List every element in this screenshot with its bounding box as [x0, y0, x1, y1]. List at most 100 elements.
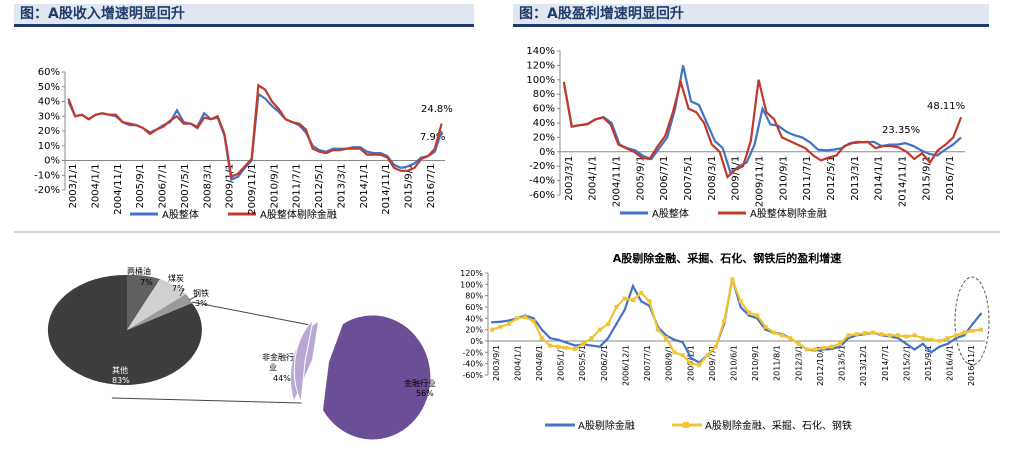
y-tick-label: 0% — [44, 156, 60, 167]
data-point — [937, 339, 942, 343]
legend2-item-0: A股整体 — [652, 207, 689, 220]
data-point — [954, 333, 959, 338]
data-point — [564, 345, 569, 350]
x-tick-label: 2014/7/1 — [881, 345, 890, 381]
pie-slice-oil — [127, 274, 160, 330]
data-point — [738, 299, 743, 304]
data-point — [896, 336, 900, 340]
x-tick-label: 2010/9/1 — [778, 156, 789, 201]
data-point — [713, 344, 718, 349]
y-tick-label: 40% — [533, 118, 555, 129]
y-tick-label: -20% — [34, 185, 60, 196]
data-point — [597, 327, 602, 332]
y-tick-label: 60% — [38, 67, 60, 78]
data-point — [838, 345, 842, 348]
data-point — [631, 284, 635, 288]
data-point — [639, 290, 644, 295]
data-point — [655, 327, 660, 332]
x-tick-label: 2013/3/1 — [850, 156, 861, 201]
pie-sector-chart — [47, 274, 311, 404]
chart5-title: A股剔除金融、采掘、石化、钢铁后的盈利增速 — [613, 251, 842, 265]
data-point — [589, 336, 594, 341]
x-tick-label: 2004/1/1 — [513, 345, 522, 381]
data-point — [565, 341, 568, 344]
data-point — [614, 305, 619, 309]
chart1-annotation-high: 24.8% — [421, 104, 453, 115]
data-point — [829, 344, 834, 349]
chart1-legend: A股整体 A股整体剔除金融 — [130, 208, 337, 221]
x-tick-label: 2009/11/1 — [247, 164, 258, 215]
data-point — [514, 316, 519, 321]
data-point — [680, 353, 685, 358]
x-tick-label: 2009/1/1 — [225, 164, 236, 209]
x-tick-label: 2014/1/1 — [874, 156, 885, 201]
y-tick-label: -40% — [529, 176, 555, 187]
data-point — [531, 319, 536, 324]
y-tick-label: 30% — [38, 111, 60, 122]
data-point — [978, 327, 983, 332]
data-point — [722, 319, 727, 324]
data-point — [862, 331, 867, 336]
data-point — [664, 336, 669, 341]
data-point — [640, 300, 643, 303]
data-point — [630, 298, 635, 303]
x-tick-label: 2009/7/1 — [708, 345, 717, 381]
data-point — [598, 345, 602, 348]
legend1-item-0: A股整体 — [162, 208, 199, 221]
data-point — [540, 328, 544, 331]
y-tick-label: 10% — [38, 141, 60, 152]
data-point — [647, 299, 652, 304]
chart2-legend: A股整体 A股整体剔除金融 — [620, 207, 827, 220]
data-point — [905, 342, 908, 346]
data-point — [896, 333, 901, 338]
data-point — [672, 350, 677, 355]
y-tick-label: -10% — [34, 170, 60, 181]
x-tick-label: 2008/9/1 — [665, 345, 674, 381]
y-tick-label: 60% — [465, 303, 483, 312]
data-point — [622, 296, 627, 301]
data-point — [912, 333, 917, 338]
x-tick-label: 2013/5/1 — [838, 345, 847, 381]
x-tick-label: 2006/12/1 — [621, 345, 630, 386]
data-point — [971, 322, 974, 326]
data-point — [963, 334, 966, 337]
data-point — [746, 310, 751, 315]
data-point — [681, 340, 684, 344]
chart-c1: 60% 50% 40% 30% 20% 10% 0% -10% -20% 2003/1/1 2004… — [34, 67, 445, 215]
data-point — [490, 321, 494, 324]
x-tick-label: 2016/4/1 — [946, 345, 955, 381]
x-tick-label: 2004/11/1 — [113, 164, 124, 215]
data-point — [697, 362, 702, 367]
x-tick-label: 2010/9/1 — [269, 164, 280, 209]
chart5-legend: A股剔除金融 A股剔除金融、采掘、石化、钢铁 — [545, 419, 852, 432]
x-tick-label: 2006/7/1 — [158, 164, 169, 209]
legend2-item-1: A股整体剔除金融 — [750, 207, 827, 220]
legend1-item-1: A股整体剔除金融 — [260, 208, 337, 221]
pie-slice-coal — [127, 279, 186, 330]
legend5-item-1: A股剔除金融、采掘、石化、钢铁 — [705, 419, 852, 432]
data-point — [929, 337, 934, 342]
data-point — [673, 338, 676, 342]
data-point — [838, 341, 843, 346]
pie-label-nonfin: 非金融行 — [262, 352, 294, 362]
y-tick-label: 20% — [38, 126, 60, 137]
data-point — [954, 336, 958, 340]
pie-label-nonfin2: 业 — [269, 362, 277, 372]
pie-label-fin-pct: 56% — [416, 389, 434, 398]
y-tick-label: 80% — [465, 292, 483, 301]
pie-label-coal: 煤炭 — [168, 273, 184, 283]
x-tick-label: 2004/11/1 — [612, 156, 623, 207]
x-tick-label: 2007/7/1 — [643, 345, 652, 381]
data-point — [499, 320, 502, 323]
data-point — [945, 336, 950, 341]
data-point — [979, 312, 983, 315]
x-tick-label: 2009/1/1 — [731, 156, 742, 201]
y-tick-label: 50% — [38, 82, 60, 93]
y-tick-label: 80% — [533, 89, 555, 100]
y-tick-label: 100% — [526, 75, 555, 86]
x-tick-label: 2012/3/1 — [794, 345, 803, 381]
data-point — [970, 328, 975, 333]
data-point — [946, 342, 949, 346]
chart1-annotation-low: 7.9% — [420, 132, 445, 143]
data-point — [548, 336, 552, 340]
